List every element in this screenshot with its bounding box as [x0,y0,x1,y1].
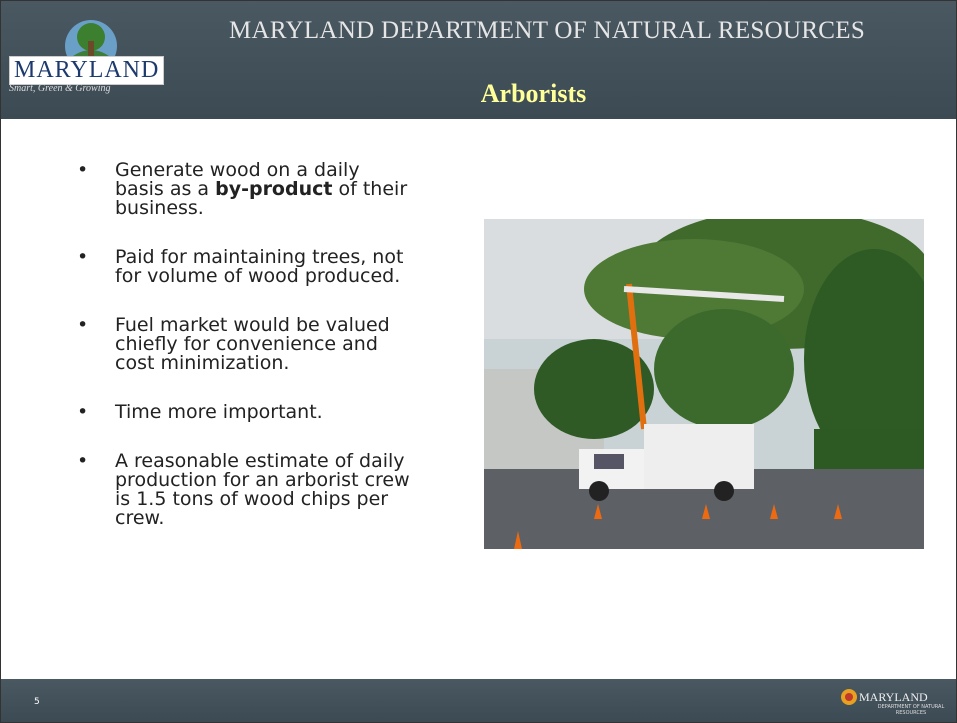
bullet-text: A reasonable estimate of daily productio… [115,450,410,529]
organization: MARYLAND DEPARTMENT OF NATURAL RESOURCES [229,17,865,45]
footer-emblem [839,687,859,707]
bullet-item: Generate wood on a daily basis as a by-p… [69,161,414,218]
slide-title: Arborists [1,79,956,109]
bullet-text: Fuel market would be valued chiefly for … [115,314,390,374]
bullet-text: Time more important. [115,401,323,423]
bullet-text: Paid for maintaining trees, not for volu… [115,246,403,287]
bullet-item: Time more important. [69,403,414,422]
footer-logo-subtitle: DEPARTMENT OF NATURAL RESOURCES [871,704,951,716]
footer: 5 MARYLAND DEPARTMENT OF NATURAL RESOURC… [1,679,956,722]
slide: MARYLAND Smart, Green & Growing MARYLAND… [0,0,957,723]
photo [484,219,924,549]
bullet-item: Fuel market would be valued chiefly for … [69,316,414,373]
bold-text: by-product [215,178,332,200]
header: MARYLAND Smart, Green & Growing MARYLAND… [1,1,956,119]
bullet-item: A reasonable estimate of daily productio… [69,452,414,528]
page-number: 5 [34,697,40,707]
footer-logo-name: MARYLAND [859,690,928,705]
bullet-list: Generate wood on a daily basis as a by-p… [69,161,414,558]
bullet-item: Paid for maintaining trees, not for volu… [69,248,414,286]
